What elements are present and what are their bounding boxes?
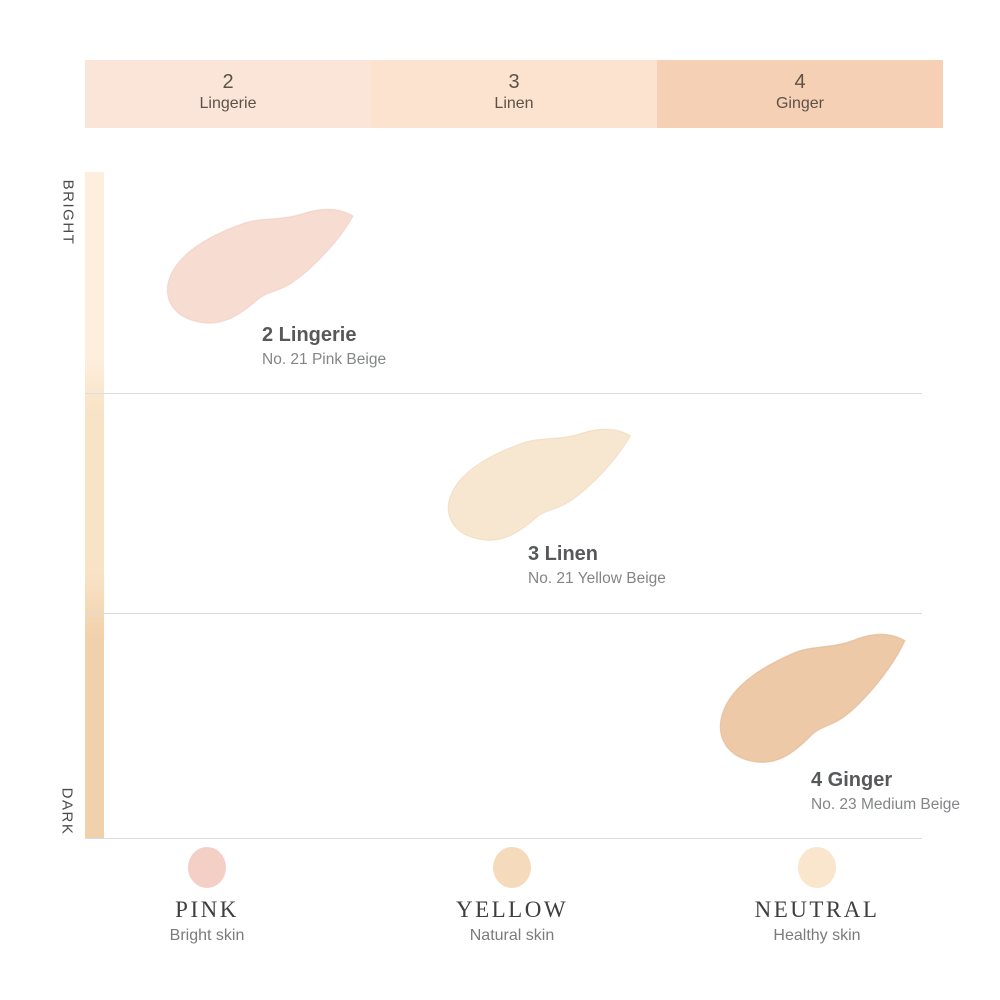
dark-axis-label: DARK [58,787,76,836]
tone-title: YELLOW [455,897,569,922]
neutral-tone-circle [798,847,836,888]
swatch-label-linen: 3 Linen No. 21 Yellow Beige [528,542,666,589]
tone-subtitle: Healthy skin [773,927,861,944]
shade-name: Ginger [775,95,825,112]
swatch-label-ginger: 4 Ginger No. 23 Medium Beige [811,768,960,815]
smear-shape [447,428,631,541]
bright-axis-label: BRIGHT [59,179,77,246]
yellow-swatch-smear [443,426,639,547]
grid-line [85,393,922,394]
pink-swatch-smear [162,206,362,330]
header-segment-lingerie: 2 Lingerie [85,60,371,128]
shade-number: 3 [508,71,520,93]
smear-shape [166,208,354,324]
shade-name: Linen [494,95,534,112]
legend-item-pink: PINK Bright skin [107,847,307,945]
swatch-subtitle: No. 21 Yellow Beige [528,570,666,587]
shade-name: Lingerie [199,95,257,112]
swatch-subtitle: No. 21 Pink Beige [262,351,387,368]
shade-number: 2 [222,71,234,93]
yellow-tone-circle [493,847,531,888]
shade-number: 4 [794,71,806,93]
grid-line [85,613,922,614]
legend-item-neutral: NEUTRAL Healthy skin [717,847,917,945]
tone-title: PINK [175,897,239,922]
swatch-title: 2 Lingerie [262,324,357,346]
tone-subtitle: Natural skin [469,927,555,944]
shade-header-bar: 2 Lingerie 3 Linen 4 Ginger [85,60,943,128]
tone-title: NEUTRAL [754,897,880,922]
tone-subtitle: Bright skin [169,927,245,944]
medium-swatch-smear [712,630,919,772]
brightness-gradient-bar [85,172,104,838]
legend-item-yellow: YELLOW Natural skin [412,847,612,945]
swatch-subtitle: No. 23 Medium Beige [811,796,961,813]
header-segment-ginger: 4 Ginger [657,60,943,128]
header-segment-linen: 3 Linen [371,60,657,128]
pink-tone-circle [188,847,226,888]
swatch-title: 4 Ginger [811,769,893,791]
swatch-label-lingerie: 2 Lingerie No. 21 Pink Beige [262,323,386,370]
swatch-title: 3 Linen [528,543,599,565]
smear-shape [719,633,906,763]
grid-line [85,838,922,839]
